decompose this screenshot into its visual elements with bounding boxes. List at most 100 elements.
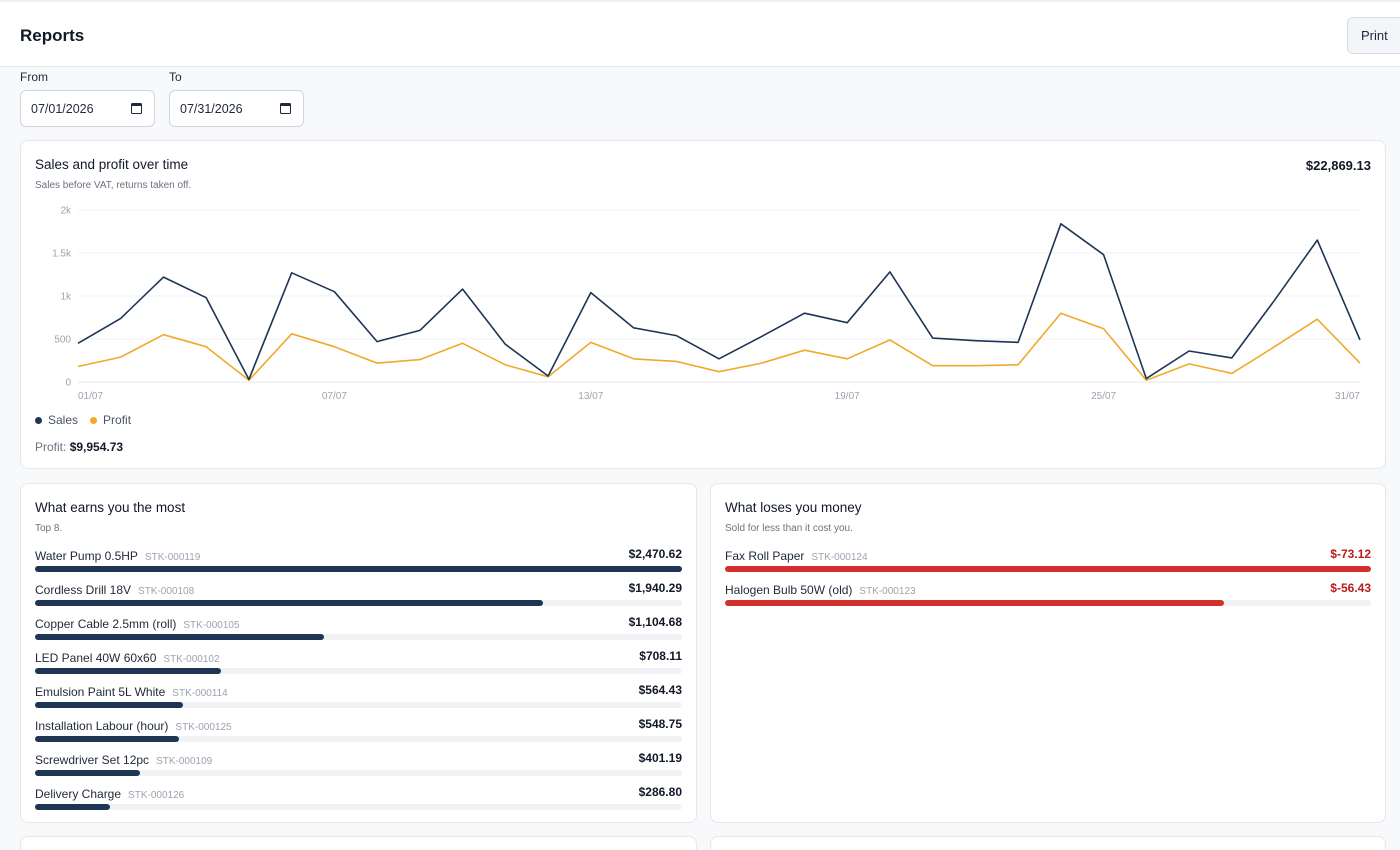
earner-row: Installation Labour (hour) STK-000125 $548… (35, 717, 682, 743)
item-value: $401.19 (638, 751, 682, 765)
item-sku: STK-000124 (811, 552, 868, 563)
bar-track (35, 600, 682, 606)
bar-track (35, 634, 682, 640)
bar-fill (35, 702, 183, 708)
legend-label-profit: Profit (103, 413, 132, 427)
item-name: Fax Roll Paper (725, 549, 805, 563)
earner-row: Emulsion Paint 5L White STK-000114 $564.43 (35, 683, 682, 709)
chart-legend: Sales Profit (35, 413, 131, 427)
from-date-group: From 07/01/2026 (20, 70, 155, 127)
bar-track (35, 668, 682, 674)
card-subtitle: Top 8. (35, 523, 63, 534)
item-sku: STK-000105 (183, 620, 240, 631)
bar-track (35, 804, 682, 810)
bar-fill (35, 634, 325, 640)
legend-label-sales: Sales (48, 413, 79, 427)
loser-row: Halogen Bulb 50W (old) STK-000123 $-56.43 (725, 581, 1371, 607)
item-value: $1,104.68 (628, 615, 682, 629)
calendar-icon[interactable] (280, 103, 291, 114)
series-line-profit (77, 312, 1361, 382)
profit-label: Profit: (35, 440, 67, 454)
top-bar: Reports Print (0, 0, 1400, 67)
to-date-value: 07/31/2026 (180, 102, 243, 116)
bar-fill (35, 668, 221, 674)
to-date-input[interactable]: 07/31/2026 (169, 90, 304, 127)
x-tick-label: 19/07 (835, 391, 860, 402)
print-button[interactable]: Print (1347, 17, 1400, 54)
bar-track (725, 566, 1371, 572)
bar-track (35, 702, 682, 708)
item-name: Emulsion Paint 5L White (35, 685, 166, 699)
profit-summary: Profit: $9,954.73 (35, 440, 123, 454)
x-tick-label: 01/07 (78, 391, 103, 402)
x-tick-label: 07/07 (322, 391, 347, 402)
next-card-left (20, 836, 697, 850)
earner-row: Copper Cable 2.5mm (roll) STK-000105 $1,10… (35, 615, 682, 641)
item-sku: STK-000108 (138, 586, 195, 597)
legend-dot-sales (35, 416, 42, 424)
sales-total: $22,869.13 (1305, 158, 1371, 173)
bar-fill (35, 770, 140, 776)
x-tick-label: 13/07 (578, 391, 603, 402)
item-sku: STK-000114 (172, 688, 228, 699)
money-losers-card: What loses you money Sold for less than … (710, 483, 1386, 823)
bar-track (35, 736, 682, 742)
item-name: Cordless Drill 18V (35, 583, 132, 597)
legend-item-profit: Profit (90, 413, 131, 427)
item-name: Copper Cable 2.5mm (roll) (35, 617, 177, 631)
item-value: $-56.43 (1330, 581, 1371, 595)
sales-profit-card: Sales and profit over time Sales before … (20, 140, 1386, 469)
bar-fill (35, 566, 682, 572)
bar-track (35, 770, 682, 776)
x-tick-label: 25/07 (1091, 391, 1116, 402)
page-title: Reports (20, 26, 85, 45)
item-sku: STK-000102 (163, 654, 220, 665)
item-value: $1,940.29 (628, 581, 682, 595)
calendar-icon[interactable] (131, 103, 142, 114)
item-name: Halogen Bulb 50W (old) (725, 583, 853, 597)
bar-fill (725, 566, 1371, 572)
y-tick-label: 1k (60, 292, 72, 303)
y-tick-label: 1.5k (52, 249, 72, 260)
loser-row: Fax Roll Paper STK-000124 $-73.12 (725, 547, 1371, 573)
item-name: Installation Labour (hour) (35, 719, 169, 733)
item-value: $286.80 (638, 785, 682, 799)
top-earners-card: What earns you the most Top 8. Water Pum… (20, 483, 697, 823)
item-sku: STK-000119 (144, 552, 201, 563)
item-name: Screwdriver Set 12pc (35, 753, 150, 767)
bar-fill (35, 804, 111, 810)
item-value: $708.11 (639, 649, 682, 663)
bar-fill (725, 600, 1224, 606)
item-value: $548.75 (638, 717, 682, 731)
y-tick-label: 500 (54, 335, 71, 346)
profit-value: $9,954.73 (69, 440, 124, 454)
legend-dot-profit (90, 416, 98, 424)
item-sku: STK-000123 (859, 586, 916, 597)
y-tick-label: 2k (60, 206, 72, 217)
item-sku: STK-000109 (156, 756, 213, 767)
y-tick-label: 0 (65, 378, 71, 389)
from-label: From (20, 70, 48, 84)
legend-item-sales: Sales (35, 413, 78, 427)
bar-track (725, 600, 1371, 606)
bar-fill (35, 600, 543, 606)
item-sku: STK-000126 (128, 790, 185, 801)
next-card-right (710, 836, 1386, 850)
item-value: $564.43 (638, 683, 682, 697)
earner-row: Delivery Charge STK-000126 $286.80 (35, 785, 682, 811)
sales-profit-chart: 0 500 1k 1.5k 2k 01/07 07/07 13/07 19/07 25/07 31/… (52, 206, 1361, 402)
card-title: Sales and profit over time (35, 157, 189, 172)
item-name: LED Panel 40W 60x60 (35, 651, 157, 665)
card-subtitle: Sold for less than it cost you. (725, 523, 853, 534)
card-title: What loses you money (725, 500, 862, 515)
bar-fill (35, 736, 179, 742)
to-label: To (169, 70, 182, 84)
from-date-value: 07/01/2026 (31, 102, 94, 116)
item-name: Delivery Charge (35, 787, 122, 801)
card-title: What earns you the most (35, 500, 186, 515)
to-date-group: To 07/31/2026 (169, 70, 304, 127)
item-value: $-73.12 (1330, 547, 1371, 561)
from-date-input[interactable]: 07/01/2026 (20, 90, 155, 127)
earner-row: LED Panel 40W 60x60 STK-000102 $708.11 (35, 649, 682, 675)
earner-row: Screwdriver Set 12pc STK-000109 $401.19 (35, 751, 682, 777)
